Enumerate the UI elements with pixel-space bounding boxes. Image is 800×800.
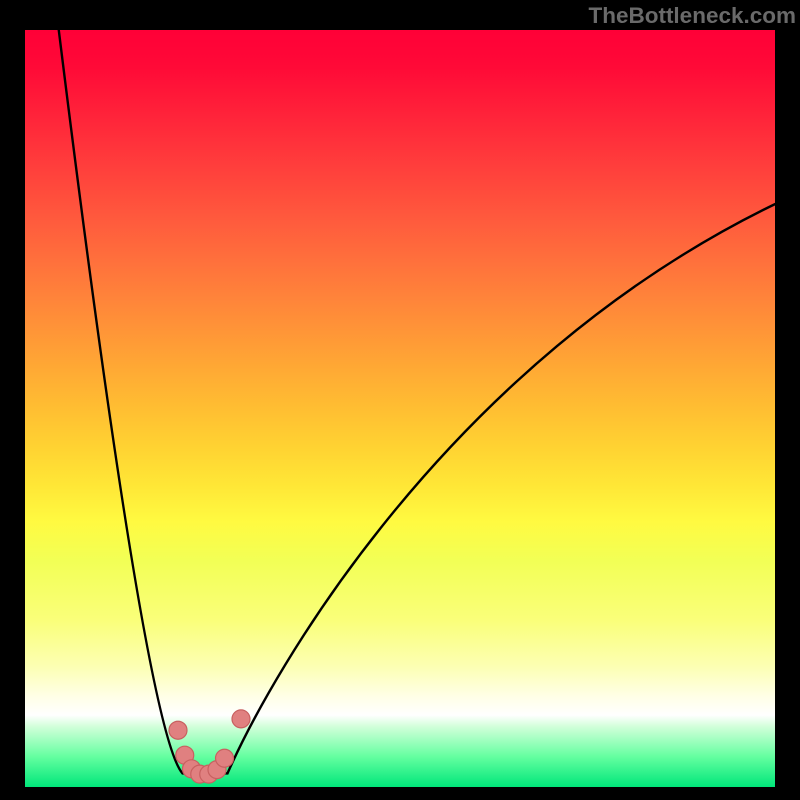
data-marker [232,710,250,728]
chart-container: TheBottleneck.com [0,0,800,800]
watermark-text: TheBottleneck.com [588,3,796,29]
data-marker [216,749,234,767]
gradient-background [25,30,775,787]
data-marker [169,721,187,739]
plot-area [25,30,775,787]
bottleneck-chart [25,30,775,787]
